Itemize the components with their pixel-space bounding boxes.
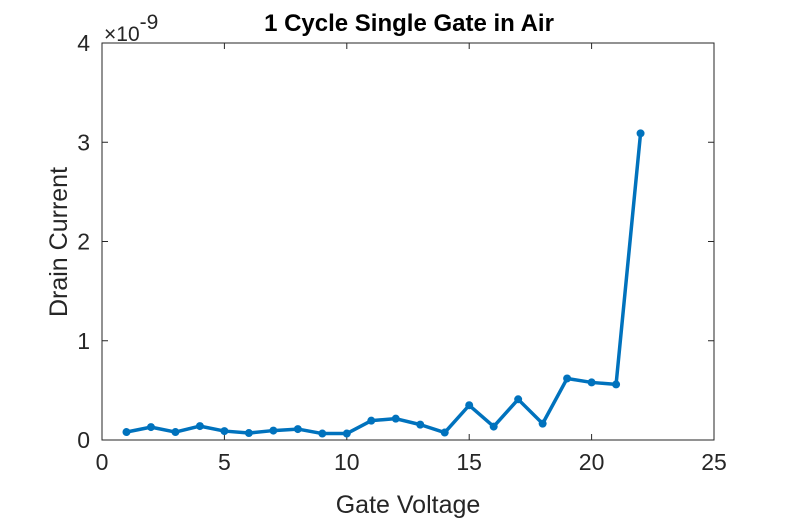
chart-title: 1 Cycle Single Gate in Air: [264, 10, 554, 37]
x-tick-label: 10: [334, 449, 360, 475]
series-layer: [122, 129, 645, 438]
data-point: [538, 419, 547, 428]
data-point: [391, 414, 400, 423]
x-axis-label: Gate Voltage: [336, 491, 481, 519]
data-point: [195, 422, 204, 431]
y-exponent-power: -9: [140, 11, 159, 34]
axes: 0 5 10 15 20 25 0 1 2 3 4: [77, 30, 727, 475]
data-point: [146, 423, 155, 432]
y-tick-label: 0: [77, 427, 90, 453]
data-point: [269, 426, 278, 435]
y-axis-label: Drain Current: [45, 167, 73, 317]
data-point: [440, 428, 449, 437]
data-point: [587, 378, 596, 387]
data-point: [293, 425, 302, 434]
y-tick-label: 4: [77, 30, 90, 56]
y-tick-label: 1: [77, 328, 90, 354]
data-point: [514, 395, 523, 404]
data-point: [318, 429, 327, 438]
y-exponent-base: ×10: [104, 23, 140, 46]
data-point: [416, 420, 425, 429]
data-point: [636, 129, 645, 138]
data-point: [612, 380, 621, 389]
y-exponent-label: ×10-9: [104, 11, 158, 46]
y-tick-label: 3: [77, 129, 90, 155]
data-point: [465, 401, 474, 410]
x-tick-label: 15: [456, 449, 482, 475]
data-point: [244, 429, 253, 438]
series-line: [124, 131, 643, 436]
data-point: [563, 374, 572, 383]
x-tick-label: 20: [579, 449, 605, 475]
x-tick-label: 0: [96, 449, 109, 475]
x-tick-label: 25: [701, 449, 727, 475]
data-point: [342, 429, 351, 438]
data-point: [220, 427, 229, 436]
y-tick-label: 2: [77, 229, 90, 255]
data-point: [367, 416, 376, 425]
x-tick-label: 5: [218, 449, 231, 475]
data-point: [171, 428, 180, 437]
data-point: [122, 428, 131, 437]
data-point: [489, 422, 498, 431]
